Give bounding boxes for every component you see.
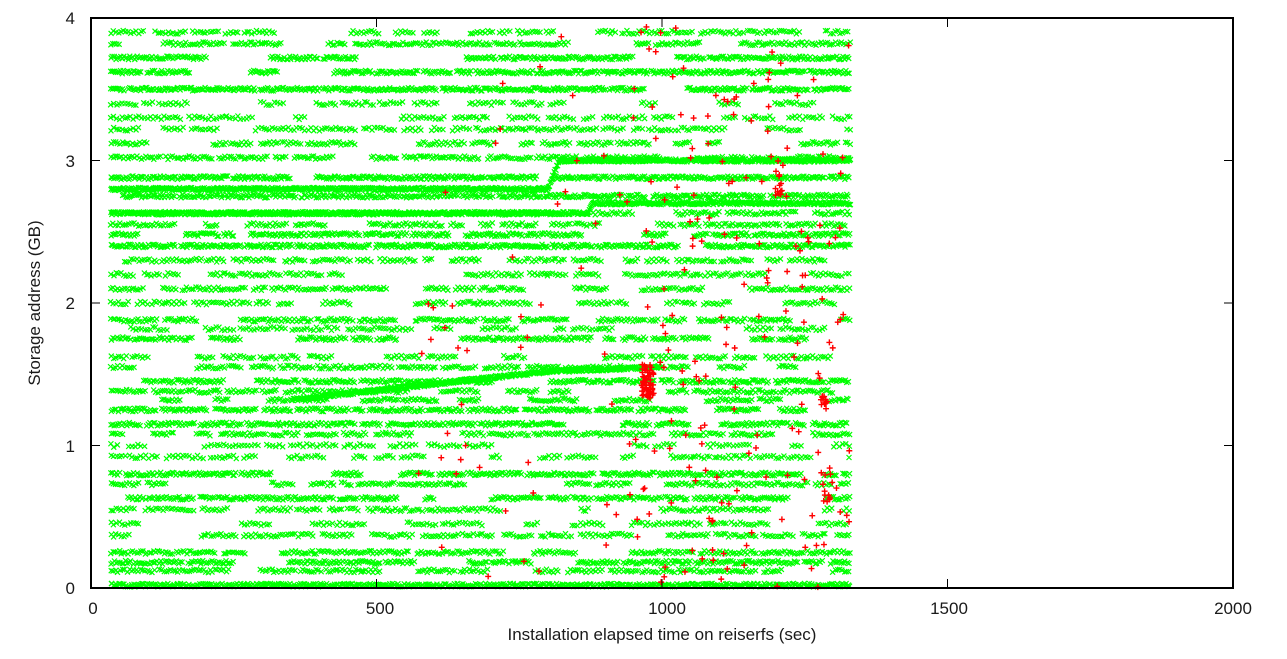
- axis-ticks: [90, 17, 1234, 589]
- tick-marks: [90, 17, 1234, 589]
- x-axis-title: Installation elapsed time on reiserfs (s…: [508, 625, 817, 644]
- y-tick-3: 3: [66, 152, 75, 171]
- data-points: [107, 23, 854, 591]
- x-tick-0: 0: [88, 599, 97, 618]
- y-axis-title: Storage address (GB): [25, 220, 44, 385]
- x-tick-2000: 2000: [1214, 599, 1252, 618]
- x-tick-500: 500: [366, 599, 394, 618]
- x-tick-1000: 1000: [648, 599, 686, 618]
- y-tick-0: 0: [66, 579, 75, 598]
- x-tick-1500: 1500: [930, 599, 968, 618]
- read-series-markers: [415, 23, 853, 591]
- x-tick-labels: 0 500 1000 1500 2000: [88, 599, 1252, 618]
- write-series-markers: [107, 27, 854, 590]
- y-tick-1: 1: [66, 437, 75, 456]
- y-tick-labels: 0 1 2 3 4: [66, 9, 75, 598]
- y-tick-2: 2: [66, 294, 75, 313]
- y-tick-4: 4: [66, 9, 75, 28]
